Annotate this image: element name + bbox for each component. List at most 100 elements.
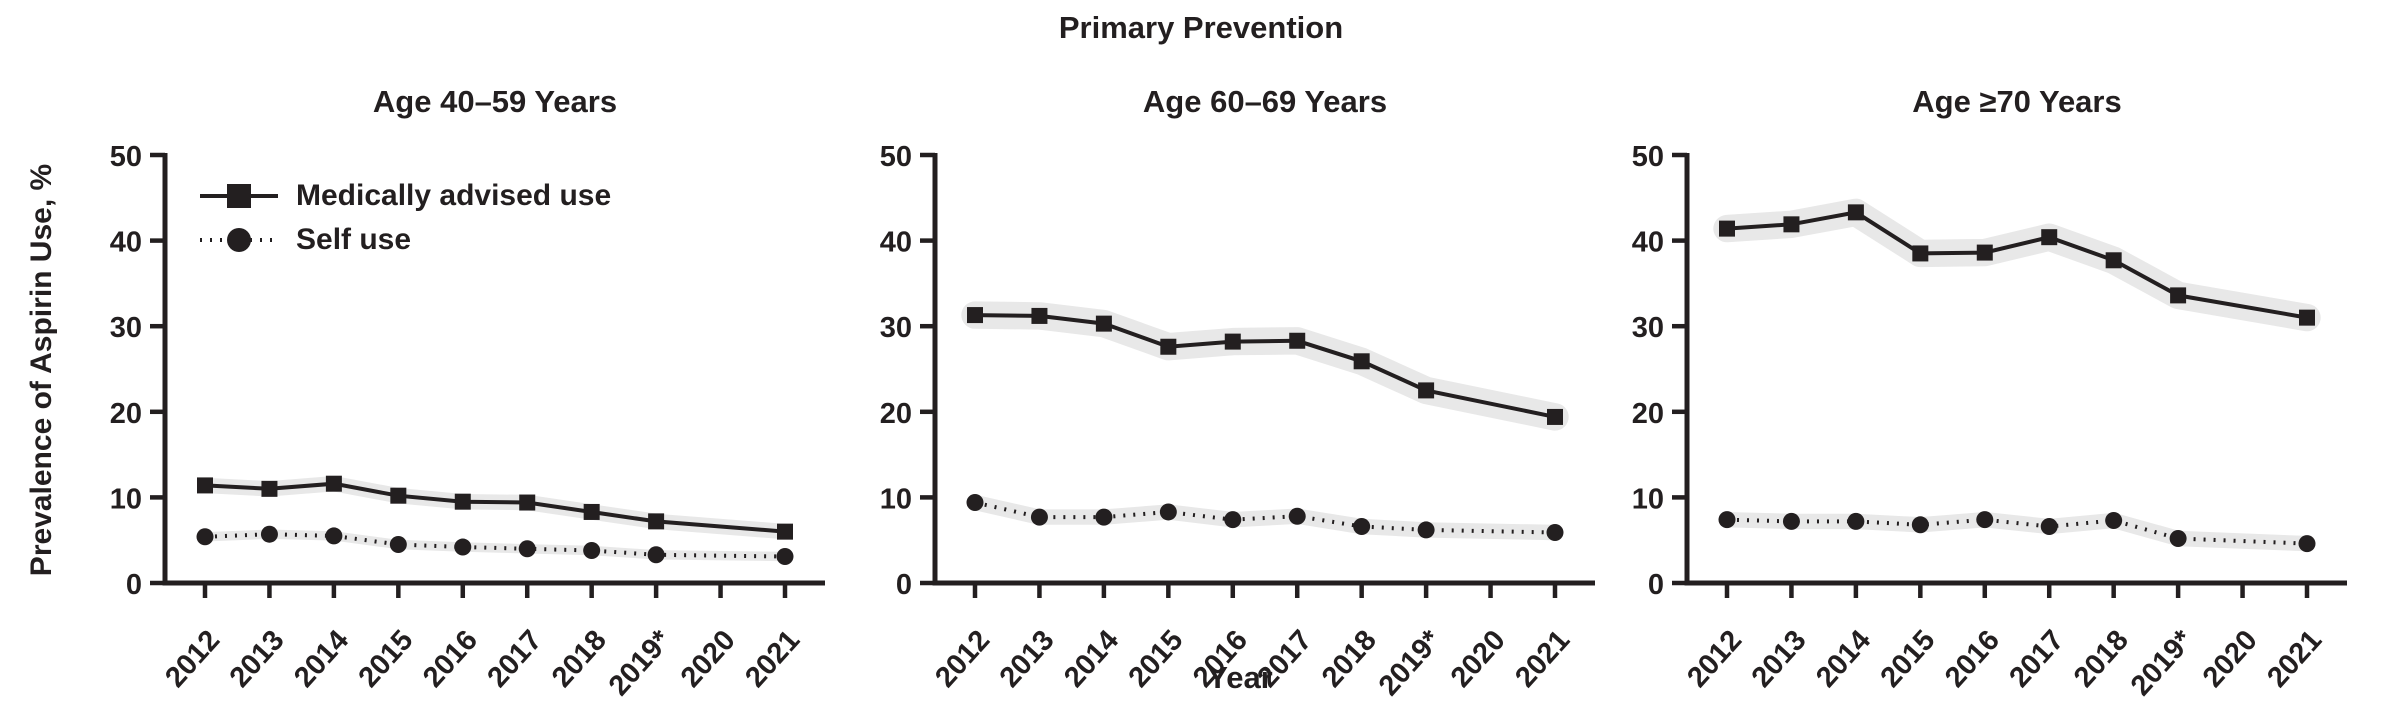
y-tick-label: 40 bbox=[110, 227, 142, 259]
chart-age-40-59: 0102030405020122013201420152016201720182… bbox=[110, 141, 825, 702]
data-marker-circle bbox=[2298, 535, 2316, 553]
y-tick-label: 20 bbox=[110, 398, 142, 430]
x-tick-label: 2017 bbox=[2003, 624, 2070, 693]
y-tick-label: 10 bbox=[110, 483, 142, 515]
y-tick-label: 40 bbox=[1632, 227, 1664, 259]
data-marker-circle bbox=[196, 528, 214, 546]
y-tick-label: 0 bbox=[896, 569, 912, 601]
data-marker-square bbox=[2299, 309, 2315, 326]
x-tick-label: 2013 bbox=[1746, 624, 1813, 693]
data-marker-circle bbox=[1417, 521, 1435, 539]
data-marker-square bbox=[325, 475, 342, 492]
data-marker-circle bbox=[1030, 508, 1048, 526]
figure-title: Primary Prevention bbox=[1058, 10, 1344, 45]
ci-band bbox=[200, 529, 790, 562]
data-marker-square bbox=[2105, 252, 2122, 269]
data-marker-circle bbox=[647, 546, 665, 564]
data-marker-square bbox=[454, 493, 471, 510]
data-marker-square bbox=[1353, 353, 1370, 370]
panel-title-age-60-69: Age 60–69 Years bbox=[1142, 84, 1388, 119]
data-marker-circle bbox=[389, 535, 407, 553]
data-marker-square bbox=[1160, 338, 1177, 355]
data-marker-circle bbox=[1782, 512, 1800, 530]
data-marker-circle bbox=[2040, 518, 2058, 536]
legend-label-medically-advised: Medically advised use bbox=[296, 179, 612, 212]
data-marker-circle bbox=[1911, 516, 1929, 534]
data-marker-circle bbox=[1718, 511, 1736, 529]
x-tick-label: 2016 bbox=[417, 624, 484, 693]
y-tick-label: 10 bbox=[880, 483, 912, 515]
data-marker-square bbox=[777, 523, 793, 540]
x-tick-label: 2017 bbox=[481, 624, 548, 693]
y-tick-label: 0 bbox=[1648, 569, 1664, 601]
data-marker-square bbox=[1847, 204, 1864, 221]
data-marker-square bbox=[390, 487, 407, 504]
data-marker-square bbox=[1095, 315, 1112, 332]
data-marker-circle bbox=[260, 525, 278, 543]
data-marker-circle bbox=[1847, 512, 1865, 530]
solid-line-square-marker-icon bbox=[200, 184, 278, 208]
legend-label-self-use: Self use bbox=[296, 223, 412, 256]
x-tick-label: 2015 bbox=[1875, 624, 1942, 693]
y-tick-label: 20 bbox=[1632, 398, 1664, 430]
x-tick-label: 2014 bbox=[1810, 624, 1877, 693]
x-tick-label: 2019* bbox=[2125, 624, 2200, 702]
x-tick-label: 2020 bbox=[2197, 624, 2264, 693]
data-marker-square bbox=[1783, 216, 1800, 233]
data-marker-circle bbox=[325, 527, 343, 545]
data-marker-square bbox=[967, 307, 983, 324]
data-marker-circle bbox=[454, 538, 472, 556]
data-marker-circle bbox=[776, 547, 794, 565]
x-tick-label: 2014 bbox=[288, 624, 355, 693]
legend: Medically advised use Self use bbox=[196, 174, 611, 262]
y-tick-label: 30 bbox=[880, 312, 912, 344]
panel-title-age-40-59: Age 40–59 Years bbox=[372, 84, 618, 119]
legend-item-self-use: Self use bbox=[196, 218, 611, 262]
x-tick-label: 2012 bbox=[159, 624, 226, 693]
chart-age-60-69: 0102030405020122013201420152016201720182… bbox=[880, 141, 1595, 702]
data-marker-square bbox=[1719, 220, 1735, 237]
data-marker-square bbox=[1547, 408, 1563, 425]
data-marker-circle bbox=[1095, 508, 1113, 526]
x-tick-label: 2016 bbox=[1939, 624, 2006, 693]
data-marker-circle bbox=[2105, 512, 2123, 530]
x-tick-label: 2021 bbox=[2261, 624, 2328, 693]
data-marker-square bbox=[1289, 332, 1306, 349]
data-marker-circle bbox=[1288, 507, 1306, 525]
x-tick-label: 2019* bbox=[603, 624, 678, 702]
chart-age-70-plus: 0102030405020122013201420152016201720182… bbox=[1632, 141, 2347, 702]
dotted-line-circle-marker-icon bbox=[200, 228, 278, 252]
data-marker-square bbox=[648, 513, 665, 530]
y-tick-label: 20 bbox=[880, 398, 912, 430]
data-marker-square bbox=[1976, 244, 1993, 261]
data-marker-square bbox=[519, 494, 536, 511]
x-tick-label: 2012 bbox=[1681, 624, 1748, 693]
data-marker-circle bbox=[2169, 529, 2187, 547]
data-marker-circle bbox=[1353, 518, 1371, 536]
ci-band bbox=[961, 301, 1569, 431]
y-tick-label: 50 bbox=[880, 141, 912, 173]
data-marker-circle bbox=[518, 540, 536, 558]
x-tick-label: 2018 bbox=[2068, 624, 2135, 693]
data-marker-circle bbox=[1224, 511, 1242, 529]
data-marker-square bbox=[1031, 307, 1048, 324]
y-tick-label: 0 bbox=[126, 569, 142, 601]
data-marker-square bbox=[1224, 333, 1241, 350]
data-marker-circle bbox=[583, 541, 601, 559]
x-tick-label: 2020 bbox=[675, 624, 742, 693]
x-tick-label: 2021 bbox=[739, 624, 806, 693]
panel-title-age-70-plus: Age ≥70 Years bbox=[1912, 84, 2122, 119]
y-tick-label: 30 bbox=[1632, 312, 1664, 344]
ci-band bbox=[967, 494, 1563, 541]
data-marker-circle bbox=[1159, 503, 1177, 521]
data-marker-square bbox=[2041, 229, 2058, 246]
data-marker-circle bbox=[1976, 511, 1994, 529]
y-tick-label: 30 bbox=[110, 312, 142, 344]
data-marker-square bbox=[2170, 287, 2187, 304]
data-marker-square bbox=[1418, 382, 1435, 399]
data-marker-circle bbox=[966, 494, 984, 512]
y-tick-label: 50 bbox=[1632, 141, 1664, 173]
y-tick-label: 40 bbox=[880, 227, 912, 259]
y-axis-label: Prevalence of Aspirin Use, % bbox=[25, 163, 58, 577]
